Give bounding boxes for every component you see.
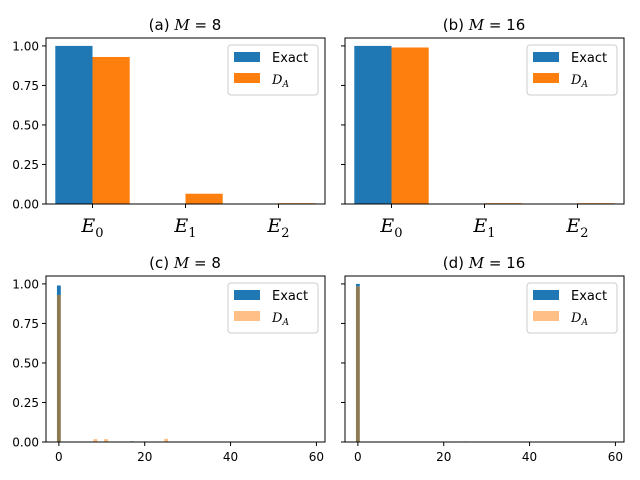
x-axis-c: 0 20 40 60 — [55, 442, 324, 464]
x-tick-label: 0 — [354, 450, 362, 464]
y-tick-label: 0.50 — [12, 118, 39, 132]
x-tick-label: E0 — [80, 215, 103, 241]
panel-a: (a) M = 8 1.00 0.75 0.50 0.25 0.00 E0 E1 E2 Ex… — [12, 16, 326, 241]
x-tick-label: 40 — [522, 450, 537, 464]
y-tick-label: 0.25 — [12, 396, 39, 410]
legend-label-exact: Exact — [272, 51, 308, 66]
plot-area-a — [55, 45, 316, 205]
axes-frame-c — [45, 275, 326, 443]
y-tick-label: 0.50 — [12, 356, 39, 370]
x-axis-a: E0 E1 E2 — [80, 204, 290, 241]
y-tick-label: 0.75 — [12, 79, 39, 93]
y-axis-b — [341, 45, 345, 205]
bar-da-e0 — [92, 56, 130, 204]
x-tick-label: E1 — [472, 215, 495, 241]
x-tick-label: E2 — [266, 215, 289, 241]
x-tick-label: 60 — [309, 450, 324, 464]
y-axis-a: 1.00 0.75 0.50 0.25 0.00 — [12, 39, 46, 212]
y-tick-label: 0.00 — [12, 436, 39, 450]
bar-exact-e0 — [354, 45, 392, 205]
x-axis-d: 0 20 40 60 — [354, 442, 623, 464]
legend-swatch-da — [234, 311, 260, 321]
legend-swatch-da — [533, 311, 559, 321]
y-tick-label: 0.00 — [12, 198, 39, 212]
legend-swatch-exact — [234, 52, 260, 62]
y-tick-label: 1.00 — [12, 277, 39, 291]
panel-c-title: (c) M = 8 — [149, 254, 221, 272]
legend-label-exact: Exact — [272, 289, 308, 304]
bar-exact-e0 — [55, 45, 93, 205]
legend-c: Exact DA — [227, 282, 319, 334]
legend-label-da: DA — [271, 311, 289, 328]
legend-label-exact: Exact — [571, 289, 607, 304]
panel-d: (d) M = 16 0 20 40 60 Exact DA — [341, 254, 625, 464]
x-tick-label: E1 — [173, 215, 196, 241]
panel-b-title: (b) M = 16 — [443, 16, 526, 34]
panel-c: (c) M = 8 1.00 0.75 0.50 0.25 0.00 0 20 40 60 E… — [12, 254, 326, 464]
axes-frame-d — [344, 275, 625, 443]
panel-b: (b) M = 16 E0 E1 E2 Exact DA — [341, 16, 625, 241]
y-axis-d — [341, 283, 345, 443]
x-tick-label: E0 — [379, 215, 402, 241]
bar-exact — [355, 283, 360, 287]
legend-label-da: DA — [570, 73, 588, 90]
legend-a: Exact DA — [227, 44, 319, 96]
legend-label-da: DA — [570, 311, 588, 328]
bar-overlap — [355, 286, 360, 442]
legend-swatch-exact — [234, 290, 260, 300]
bar-da-e0 — [391, 47, 429, 204]
y-tick-label: 0.25 — [12, 158, 39, 172]
x-tick-label: 40 — [223, 450, 238, 464]
bar-exact — [56, 285, 61, 295]
x-axis-b: E0 E1 E2 — [379, 204, 589, 241]
legend-label-da: DA — [271, 73, 289, 90]
y-tick-label: 0.75 — [12, 317, 39, 331]
x-tick-label: 0 — [55, 450, 63, 464]
legend-b: Exact DA — [526, 44, 618, 96]
panel-d-title: (d) M = 16 — [443, 254, 526, 272]
bar-da — [93, 439, 98, 442]
legend-swatch-da — [234, 73, 260, 83]
bar-overlap — [56, 294, 61, 442]
legend-swatch-exact — [533, 290, 559, 300]
bar-da — [104, 439, 109, 442]
legend-swatch-exact — [533, 52, 559, 62]
x-tick-label: E2 — [565, 215, 588, 241]
bar-da — [164, 438, 169, 442]
x-tick-label: 60 — [608, 450, 623, 464]
y-axis-c: 1.00 0.75 0.50 0.25 0.00 — [12, 277, 46, 450]
panel-a-title: (a) M = 8 — [149, 16, 222, 34]
legend-d: Exact DA — [526, 282, 618, 334]
x-tick-label: 20 — [436, 450, 451, 464]
y-tick-label: 1.00 — [12, 39, 39, 53]
legend-swatch-da — [533, 73, 559, 83]
legend-label-exact: Exact — [571, 51, 607, 66]
plot-area-b — [354, 45, 615, 205]
x-tick-label: 20 — [137, 450, 152, 464]
bar-da-e1 — [185, 193, 223, 204]
